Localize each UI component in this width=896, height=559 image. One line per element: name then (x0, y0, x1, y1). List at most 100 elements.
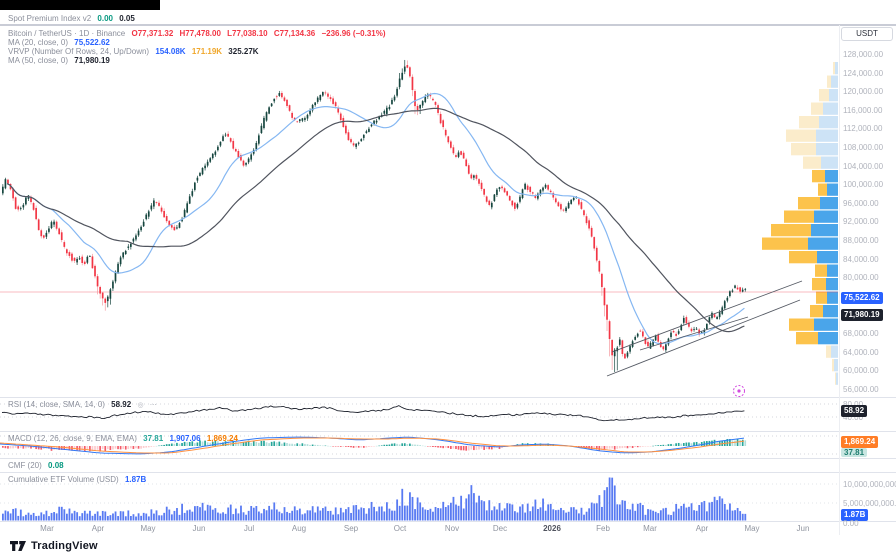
price-tick: 84,000.00 (843, 255, 879, 264)
price-tick: 56,000.00 (843, 385, 879, 394)
ohlc-change: −236.96 (−0.31%) (321, 29, 386, 38)
etf-volume-badge: 1.87B (841, 509, 869, 521)
more-icon[interactable]: ⋯ (149, 402, 157, 409)
price-scale-separator[interactable] (839, 25, 840, 535)
indicator-title: Spot Premium Index v2 (8, 14, 92, 23)
drawing-marker (733, 385, 745, 397)
macd-signal-badge: 1,869.24 (841, 436, 879, 448)
vrvp-total-volume: 325.27K (228, 47, 259, 56)
pane-separator[interactable] (0, 24, 896, 26)
price-tick: 108,000.00 (843, 143, 884, 152)
price-tick: 88,000.00 (843, 236, 879, 245)
ma50-value: 71,980.19 (74, 56, 110, 65)
time-axis-label: Aug (291, 524, 307, 533)
candles-layer (2, 59, 747, 372)
price-tick: 96,000.00 (843, 199, 879, 208)
time-axis-label: Mar (643, 524, 657, 533)
rsi-value: 58.92 (111, 400, 132, 409)
rsi-title: RSI (14, close, SMA, 14, 0) (8, 400, 105, 409)
rsi-plot (1, 405, 745, 422)
time-axis-label: Jun (192, 524, 206, 533)
ohlc-close: C77,134.36 (273, 29, 316, 38)
vrvp-down-volume: 171.19K (191, 47, 223, 56)
price-tick: 116,000.00 (843, 106, 883, 115)
price-tick: 100,000.00 (843, 180, 884, 189)
ma20-price-badge: 75,522.62 (841, 292, 883, 304)
macd-signal-value: 1,869.24 (206, 434, 238, 443)
time-axis-label: Oct (393, 524, 407, 533)
eye-icon[interactable]: ◎ (137, 402, 144, 409)
indicator-value: 0.05 (119, 14, 135, 23)
pane-separator[interactable] (0, 397, 896, 398)
time-axis-label: Jun (796, 524, 810, 533)
vrvp-title: VRVP (Number Of Rows, 24, Up/Down) (8, 47, 150, 56)
cmf-legend[interactable]: CMF (20) 0.08 (8, 461, 68, 470)
currency-toggle-button[interactable]: USDT (841, 27, 893, 41)
tradingview-logo[interactable]: TradingView (10, 540, 98, 552)
ma20-line (6, 92, 745, 345)
ohlc-open: O77,371.32 (131, 29, 174, 38)
ohlc-low: L77,038.10 (227, 29, 268, 38)
time-axis-label: May (744, 524, 760, 533)
volume-tick: 10,000,000,000.00 (843, 480, 896, 489)
etf-volume-legend[interactable]: Cumulative ETF Volume (USD) 1.87B (8, 475, 150, 484)
volume-histogram (2, 477, 747, 521)
ma50-legend[interactable]: MA (50, close, 0) 71,980.19 (8, 56, 114, 65)
indicator-value: 0.00 (97, 14, 113, 23)
rsi-tick: 40.00 (843, 413, 864, 422)
ma20-legend[interactable]: MA (20, close, 0) 75,522.62 (8, 38, 114, 47)
ma50-line (6, 107, 745, 333)
redacted-region (0, 0, 160, 10)
macd-hist-badge: 37.81 (841, 448, 868, 457)
macd-title: MACD (12, 26, close, 9, EMA, EMA) (8, 434, 137, 443)
volume-zero-tick: 0.00 (843, 519, 859, 528)
cmf-title: CMF (20) (8, 461, 42, 470)
price-tick: 112,000.00 (843, 124, 883, 133)
price-tick: 124,000.00 (843, 69, 884, 78)
rsi-value-badge: 58.92 (841, 405, 868, 417)
price-tick: 92,000.00 (843, 217, 879, 226)
time-axis-separator (0, 521, 896, 522)
symbol-title: Bitcoin / TetherUS · 1D · Binance (8, 29, 126, 38)
pane-separator[interactable] (0, 431, 896, 432)
time-axis-label: 2026 (543, 524, 561, 533)
time-axis-label: Dec (492, 524, 508, 533)
ohlc-high: H77,478.00 (179, 29, 221, 38)
macd-legend[interactable]: MACD (12, 26, close, 9, EMA, EMA) 37.81 … (8, 434, 242, 443)
vrvp-legend[interactable]: VRVP (Number Of Rows, 24, Up/Down) 154.0… (8, 47, 263, 56)
ma20-title: MA (20, close, 0) (8, 38, 69, 47)
etf-volume-value: 1.87B (124, 475, 147, 484)
top-pane-legend[interactable]: Spot Premium Index v2 0.00 0.05 (8, 14, 139, 23)
price-tick: 104,000.00 (843, 162, 884, 171)
price-tick: 68,000.00 (843, 329, 879, 338)
macd-hist-value: 37.81 (143, 434, 164, 443)
time-axis-label: Jul (243, 524, 255, 533)
time-axis-label: Nov (444, 524, 460, 533)
rsi-legend[interactable]: RSI (14, close, SMA, 14, 0) 58.92 ◎ ⋯ (8, 400, 161, 410)
price-tick: 60,000.00 (843, 366, 879, 375)
volume-profile-layer (762, 62, 838, 385)
price-tick: 120,000.00 (843, 87, 884, 96)
pane-separator[interactable] (0, 472, 896, 473)
tradingview-logo-text: TradingView (31, 540, 98, 552)
price-tick: 128,000.00 (843, 50, 884, 59)
time-axis-label: Apr (695, 524, 709, 533)
trendlines-layer (606, 280, 803, 377)
symbol-legend[interactable]: Bitcoin / TetherUS · 1D · Binance O77,37… (8, 29, 390, 38)
vrvp-up-volume: 154.08K (155, 47, 186, 56)
volume-tick: 5,000,000,000.00 (843, 499, 896, 508)
time-axis-label: Mar (40, 524, 54, 533)
time-axis-label: Sep (343, 524, 359, 533)
macd-lines (0, 436, 745, 455)
time-axis-label: May (140, 524, 156, 533)
macd-line-value: 1,907.06 (169, 434, 201, 443)
rsi-tick: 80.00 (843, 400, 863, 409)
ma20-value: 75,522.62 (74, 38, 110, 47)
ma50-title: MA (50, close, 0) (8, 56, 69, 65)
price-tick: 80,000.00 (843, 273, 879, 282)
ma50-price-badge: 71,980.19 (841, 309, 883, 321)
price-tick: 64,000.00 (843, 348, 879, 357)
pane-separator[interactable] (0, 458, 896, 459)
